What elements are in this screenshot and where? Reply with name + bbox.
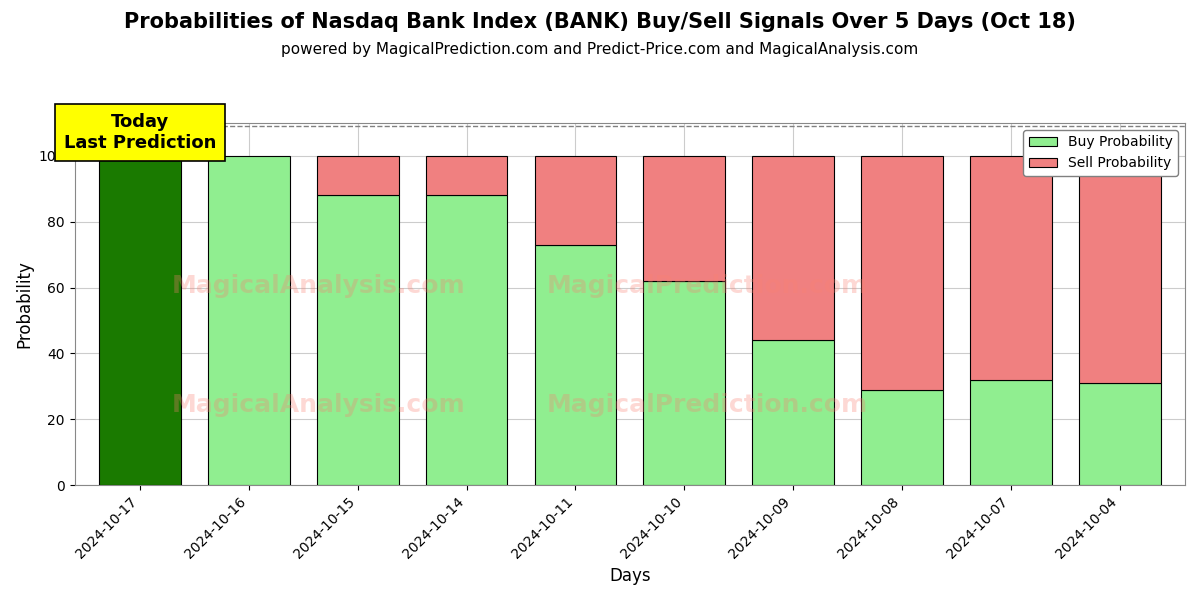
Text: MagicalPrediction.com: MagicalPrediction.com [547, 394, 868, 418]
Bar [534, 156, 617, 245]
Bar [643, 156, 725, 281]
Bar [534, 245, 617, 485]
Bar [862, 156, 943, 389]
Text: MagicalPrediction.com: MagicalPrediction.com [547, 274, 868, 298]
Text: MagicalAnalysis.com: MagicalAnalysis.com [172, 274, 466, 298]
Bar [970, 156, 1051, 380]
X-axis label: Days: Days [610, 567, 650, 585]
Bar [100, 156, 181, 485]
Bar [1079, 156, 1160, 383]
Bar [752, 340, 834, 485]
Text: Probabilities of Nasdaq Bank Index (BANK) Buy/Sell Signals Over 5 Days (Oct 18): Probabilities of Nasdaq Bank Index (BANK… [124, 12, 1076, 32]
Bar [643, 281, 725, 485]
Bar [317, 195, 398, 485]
Bar [970, 380, 1051, 485]
Bar [862, 389, 943, 485]
Bar [426, 195, 508, 485]
Y-axis label: Probability: Probability [16, 260, 34, 348]
Bar [426, 156, 508, 195]
Text: Today
Last Prediction: Today Last Prediction [64, 113, 216, 152]
Text: MagicalAnalysis.com: MagicalAnalysis.com [172, 394, 466, 418]
Bar [208, 156, 289, 485]
Text: powered by MagicalPrediction.com and Predict-Price.com and MagicalAnalysis.com: powered by MagicalPrediction.com and Pre… [281, 42, 919, 57]
Legend: Buy Probability, Sell Probability: Buy Probability, Sell Probability [1024, 130, 1178, 176]
Bar [1079, 383, 1160, 485]
Bar [752, 156, 834, 340]
Bar [317, 156, 398, 195]
